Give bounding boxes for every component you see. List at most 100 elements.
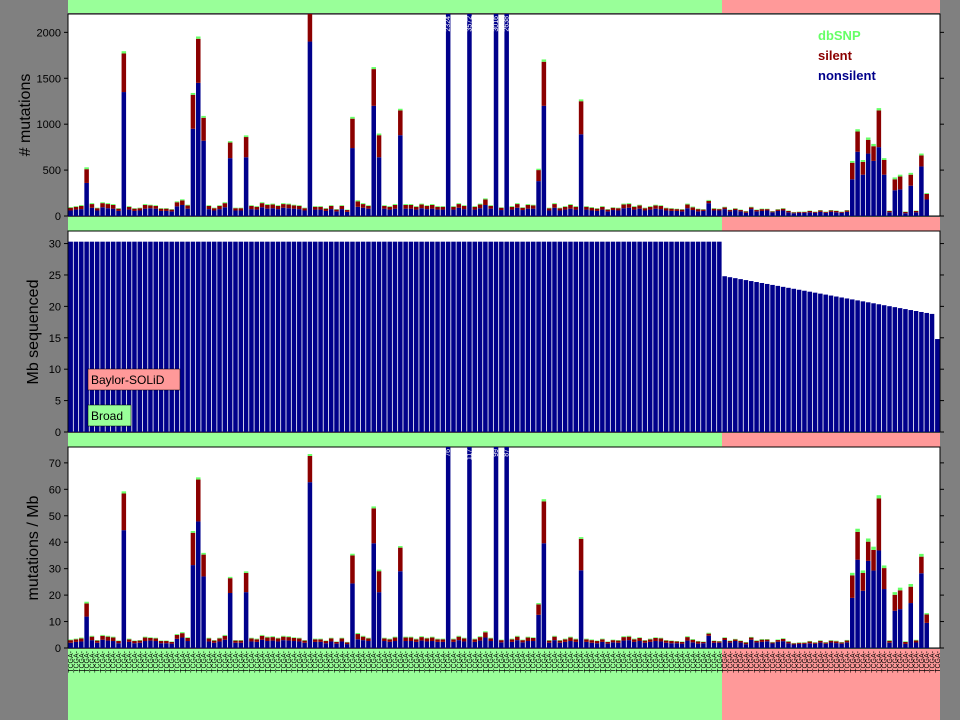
bar-nonsilent-p0-33 bbox=[243, 157, 249, 216]
bar-silent-p2-48 bbox=[323, 641, 329, 644]
bar-mb-48 bbox=[323, 241, 329, 432]
bar-dbsnp-p0-62 bbox=[398, 108, 403, 111]
sample-label-4: TCGA- bbox=[89, 650, 96, 672]
bar-silent-p2-117 bbox=[690, 639, 696, 643]
bar-nonsilent-p2-98 bbox=[589, 642, 594, 648]
sample-label-110: TCGA- bbox=[653, 650, 660, 672]
bar-silent-p0-67 bbox=[424, 205, 430, 210]
sample-labels: TCGA-TCGA-TCGA-TCGA-TCGA-TCGA-TCGA-TCGA-… bbox=[68, 650, 942, 672]
bar-nonsilent-p0-105 bbox=[626, 207, 632, 216]
bar-dbsnp-p2-9 bbox=[116, 640, 121, 642]
bar-nonsilent-p2-5 bbox=[94, 642, 100, 648]
bar-mb-111 bbox=[658, 241, 664, 432]
sample-label-83: TCGA- bbox=[509, 650, 516, 672]
bar-silent-p2-58 bbox=[376, 571, 382, 593]
bar-silent-p2-38 bbox=[270, 637, 275, 641]
bar-nonsilent-p2-99 bbox=[594, 643, 600, 648]
bar-mb-108 bbox=[642, 241, 648, 432]
bar-silent-p2-81 bbox=[499, 640, 504, 643]
bar-silent-p2-92 bbox=[557, 640, 563, 643]
bar-nonsilent-p0-60 bbox=[387, 209, 392, 216]
bar-nonsilent-p0-51 bbox=[339, 209, 345, 216]
sample-label-76: TCGA- bbox=[472, 650, 479, 672]
bar-silent-p0-104 bbox=[621, 204, 626, 209]
bar-silent-p2-6 bbox=[100, 635, 105, 640]
bar-dbsnp-p2-22 bbox=[185, 637, 190, 638]
bar-silent-p0-119 bbox=[701, 209, 706, 211]
bar-dbsnp-p0-11 bbox=[126, 206, 132, 207]
bar-dbsnp-p0-39 bbox=[275, 205, 281, 206]
bar-dbsnp-p0-26 bbox=[206, 205, 212, 206]
bar-nonsilent-p0-17 bbox=[158, 210, 164, 216]
bar-silent-p0-74 bbox=[461, 205, 467, 210]
bar-nonsilent-p2-134 bbox=[780, 641, 786, 648]
bar-mb-10 bbox=[121, 241, 127, 432]
sample-label-106: TCGA- bbox=[632, 650, 639, 672]
bar-dbsnp-p2-120 bbox=[706, 632, 711, 634]
bar-nonsilent-p0-40 bbox=[281, 207, 286, 216]
bar-mb-126 bbox=[738, 279, 743, 432]
sample-label-145: TCGA- bbox=[839, 650, 846, 672]
ytick-label-p1-0: 0 bbox=[55, 427, 61, 439]
bar-nonsilent-p2-145 bbox=[839, 643, 844, 648]
bar-silent-p0-12 bbox=[132, 208, 137, 211]
bar-mb-34 bbox=[249, 241, 254, 432]
bar-nonsilent-p2-143 bbox=[828, 642, 834, 648]
bar-dbsnp-p0-77 bbox=[477, 203, 483, 205]
bar-dbsnp-p0-42 bbox=[291, 204, 297, 206]
bar-silent-p0-142 bbox=[823, 211, 828, 213]
bar-silent-p2-127 bbox=[743, 642, 749, 645]
bar-silent-p2-100 bbox=[600, 639, 605, 642]
bar-mb-84 bbox=[515, 241, 520, 432]
bar-mb-137 bbox=[796, 289, 802, 432]
bar-nonsilent-p2-61 bbox=[392, 641, 398, 648]
bar-silent-p0-72 bbox=[451, 206, 456, 210]
bar-nonsilent-p2-17 bbox=[158, 643, 164, 648]
sample-label-61: TCGA- bbox=[393, 650, 400, 672]
bar-nonsilent-p2-140 bbox=[812, 643, 818, 648]
bar-nonsilent-p2-74 bbox=[461, 641, 467, 648]
bar-mb-86 bbox=[525, 241, 531, 432]
bar-nonsilent-p2-51 bbox=[339, 641, 345, 648]
bar-silent-p0-84 bbox=[515, 204, 520, 208]
bar-nonsilent-p2-34 bbox=[249, 641, 254, 648]
sample-label-105: TCGA- bbox=[626, 650, 633, 672]
sample-label-40: TCGA- bbox=[281, 650, 288, 672]
bar-dbsnp-p2-161 bbox=[924, 613, 929, 615]
bar-silent-p0-97 bbox=[584, 206, 589, 210]
bar-nonsilent-p0-114 bbox=[674, 210, 680, 216]
bar-mb-28 bbox=[217, 241, 222, 432]
sample-label-49: TCGA- bbox=[329, 650, 336, 672]
bar-mb-123 bbox=[722, 276, 727, 432]
bar-dbsnp-p2-81 bbox=[499, 639, 504, 641]
bar-mb-120 bbox=[706, 241, 711, 432]
bar-nonsilent-p2-107 bbox=[637, 641, 642, 648]
sample-label-55: TCGA- bbox=[361, 650, 368, 672]
bar-silent-p0-115 bbox=[679, 209, 685, 212]
bar-mb-145 bbox=[839, 297, 844, 432]
bar-nonsilent-p2-84 bbox=[515, 640, 520, 648]
sample-label-1: TCGA- bbox=[73, 650, 80, 672]
bar-dbsnp-p0-44 bbox=[302, 207, 307, 209]
sample-label-101: TCGA- bbox=[605, 650, 612, 672]
bar-mb-146 bbox=[844, 298, 850, 432]
bar-silent-p0-42 bbox=[291, 205, 297, 209]
bar-silent-p0-102 bbox=[610, 207, 616, 211]
baylor-band-1 bbox=[722, 217, 940, 231]
sample-label-134: TCGA- bbox=[781, 650, 788, 672]
sample-label-0: TCGA- bbox=[68, 650, 75, 672]
bar-silent-p0-120 bbox=[706, 200, 711, 204]
bar-nonsilent-p2-50 bbox=[334, 643, 339, 648]
bar-silent-p2-19 bbox=[169, 641, 174, 644]
bar-dbsnp-p2-37 bbox=[265, 636, 270, 638]
sample-label-7: TCGA- bbox=[105, 650, 112, 672]
bar-dbsnp-p2-53 bbox=[350, 553, 355, 556]
bar-dbsnp-p2-4 bbox=[89, 635, 95, 637]
bar-silent-p2-69 bbox=[435, 639, 440, 642]
ytick-label-p2-60: 60 bbox=[49, 484, 61, 496]
bar-silent-p2-107 bbox=[637, 637, 642, 642]
sample-label-127: TCGA- bbox=[743, 650, 750, 672]
bar-mb-58 bbox=[376, 241, 382, 432]
bar-silent-p0-18 bbox=[164, 208, 169, 211]
bar-dbsnp-p2-95 bbox=[573, 638, 579, 640]
